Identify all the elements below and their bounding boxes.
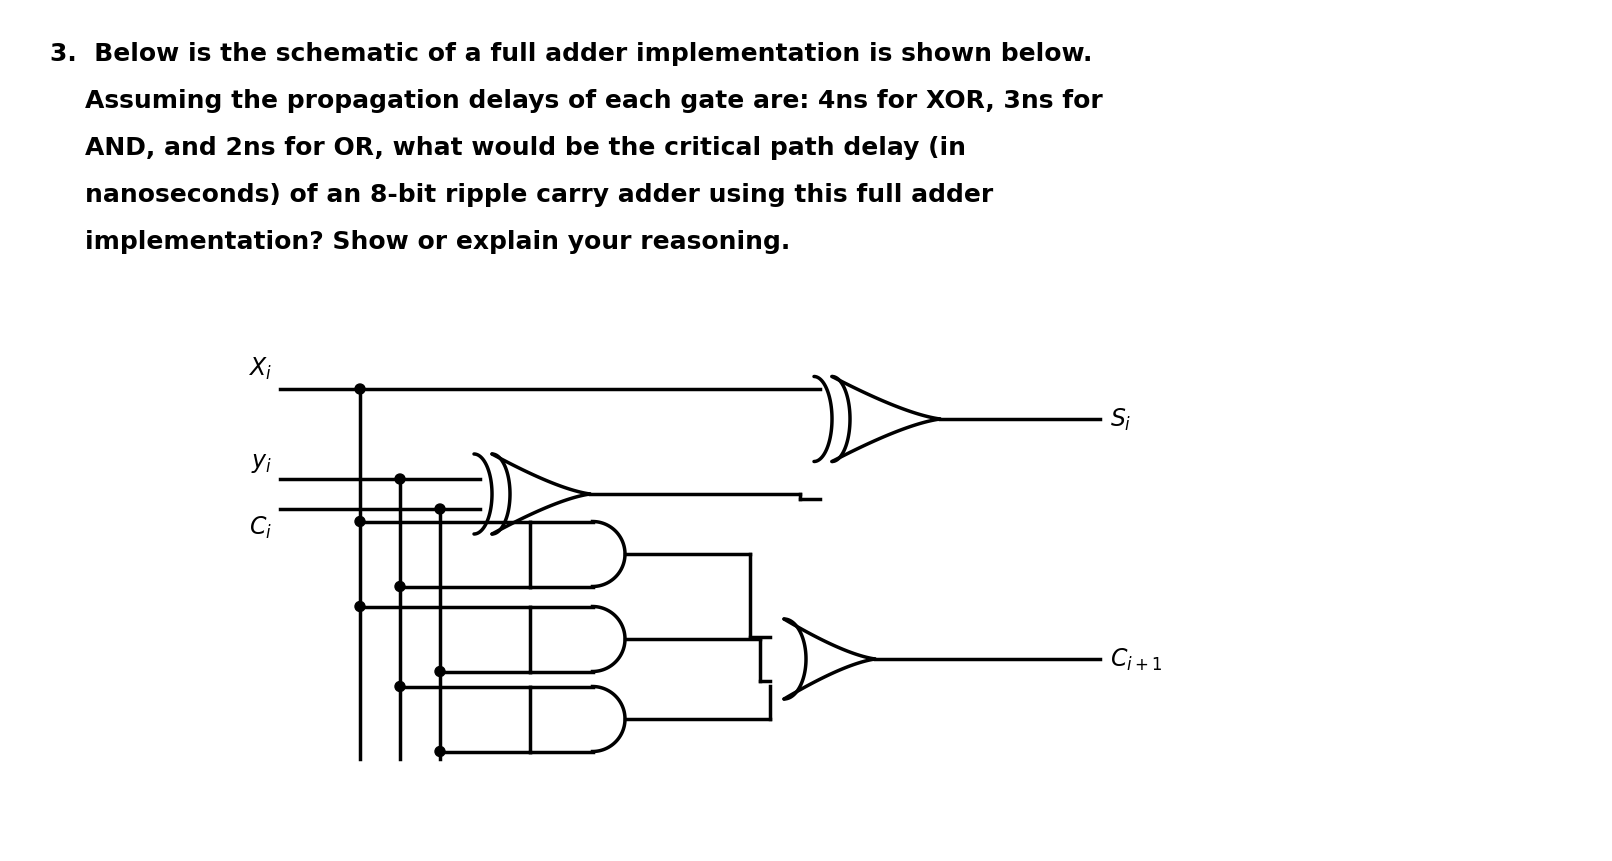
Circle shape [395,582,405,592]
Text: nanoseconds) of an 8-bit ripple carry adder using this full adder: nanoseconds) of an 8-bit ripple carry ad… [50,183,993,207]
Circle shape [435,505,445,514]
Text: implementation? Show or explain your reasoning.: implementation? Show or explain your rea… [50,230,790,254]
Circle shape [355,517,364,527]
Text: $C_i$: $C_i$ [248,514,272,541]
Text: $S_i$: $S_i$ [1111,406,1132,432]
Text: AND, and 2ns for OR, what would be the critical path delay (in: AND, and 2ns for OR, what would be the c… [50,136,966,160]
Circle shape [355,602,364,612]
Circle shape [395,682,405,691]
Text: $X_i$: $X_i$ [248,356,272,381]
Circle shape [435,746,445,757]
Circle shape [355,385,364,394]
Text: $C_{i+1}$: $C_{i+1}$ [1111,646,1162,672]
Text: Assuming the propagation delays of each gate are: 4ns for XOR, 3ns for: Assuming the propagation delays of each … [50,89,1103,113]
Circle shape [435,666,445,677]
Text: 3.  Below is the schematic of a full adder implementation is shown below.: 3. Below is the schematic of a full adde… [50,42,1093,66]
Circle shape [395,474,405,485]
Text: $y_i$: $y_i$ [251,450,272,474]
